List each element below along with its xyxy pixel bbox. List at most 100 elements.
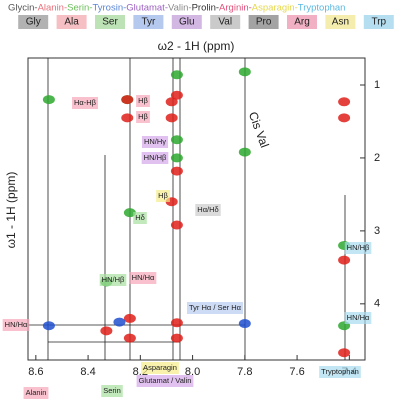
peak — [338, 113, 351, 123]
annotation-label: Glutamat / Valin — [139, 376, 192, 385]
peak — [238, 147, 251, 157]
annotation: Hα-Hβ — [72, 97, 98, 109]
annotation: HN/Hβ — [344, 242, 372, 254]
x-tick-label: 8.6 — [28, 366, 43, 378]
annotation-highlight — [99, 274, 127, 286]
annotation-highlight — [133, 212, 147, 224]
annotation-highlight — [129, 272, 157, 284]
plot-frame — [27, 57, 366, 361]
legend-name: Alanin- — [38, 3, 68, 14]
annotation: Cis Val — [246, 110, 272, 150]
legend-swatch — [325, 15, 356, 29]
legend-abbrev: Trp — [371, 17, 386, 28]
annotation: Serin — [101, 385, 123, 397]
x-axis-label: ω2 - 1H (ppm) — [158, 39, 235, 53]
y-tick-label: 1 — [374, 79, 380, 91]
legend-swatch — [18, 15, 49, 29]
annotation-highlight — [2, 319, 30, 331]
annotation: Tryptophan — [319, 366, 361, 378]
peak — [121, 95, 134, 105]
annotation: Asparagin — [141, 362, 179, 374]
peak — [238, 319, 251, 329]
y-tick-label: 4 — [374, 298, 380, 310]
annotation-label: HN/Hα — [132, 273, 155, 282]
annotation-label: Alanin — [26, 388, 47, 397]
annotation-label: HN/Hβ — [347, 243, 370, 252]
peak — [170, 153, 183, 163]
annotation: HN/Hα — [2, 319, 30, 331]
legend-name: Prolin- — [192, 3, 219, 14]
legend-name: Arginin- — [219, 3, 252, 14]
annotation-label: HN/Hα — [347, 313, 370, 322]
annotation-highlight — [141, 152, 169, 164]
annotation-label: Hβ — [158, 191, 168, 200]
x-tick-label: 8.0 — [185, 366, 200, 378]
annotation-highlight — [344, 242, 372, 254]
y-tick-label: 2 — [374, 152, 380, 164]
annotation: HN/Hγ — [141, 136, 169, 148]
legend-abbrev: Ala — [64, 17, 79, 28]
peak — [170, 220, 183, 230]
annotation-highlight — [319, 366, 361, 378]
peak — [42, 321, 55, 331]
annotation-label: HN/Hβ — [102, 275, 125, 284]
annotation-highlight — [136, 375, 194, 387]
peak — [170, 70, 183, 80]
peak — [123, 333, 136, 343]
annotation-label: Hα-Hβ — [74, 98, 97, 107]
annotation-highlight — [186, 302, 244, 314]
annotation-highlight — [136, 111, 150, 123]
annotation-highlight — [141, 136, 169, 148]
annotation: HN/Hα — [344, 312, 372, 324]
legend-name: Glycin- — [8, 3, 38, 14]
peak — [338, 348, 351, 358]
peak — [338, 255, 351, 265]
annotation: Tyr Hα / Ser Hα — [186, 302, 244, 314]
peak — [123, 208, 136, 218]
legend-name: Glutamat- — [126, 3, 168, 14]
annotation-label: Hδ — [135, 213, 145, 222]
annotation: HN/Hα — [129, 272, 157, 284]
legend-abbrev: Asn — [332, 17, 349, 28]
y-axis-label: ω1 - 1H (ppm) — [4, 172, 18, 249]
annotation-label: Cis Val — [246, 110, 272, 150]
annotation: Hδ — [133, 212, 147, 224]
spin-lines — [28, 58, 346, 360]
legend-swatch — [248, 15, 279, 29]
annotation: Alanin — [23, 387, 49, 399]
x-tick-label: 7.6 — [289, 366, 304, 378]
legend-swatch — [363, 15, 394, 29]
annotation-label: HN/Hα — [5, 320, 28, 329]
peak — [170, 166, 183, 176]
annotation: Glutamat / Valin — [136, 375, 194, 387]
legend-name: Valin- — [168, 3, 192, 14]
legend-name: Serin- — [67, 3, 92, 14]
annotation-label: Tyr Hα / Ser Hα — [189, 303, 242, 312]
peak — [100, 326, 113, 336]
annotation-label: Hβ — [138, 112, 148, 121]
legend-name: Asparagin- — [252, 3, 298, 14]
annotation-label: Serin — [103, 386, 121, 395]
annotation: Hβ — [156, 190, 170, 202]
annotation: HN/Hβ — [99, 274, 127, 286]
peak — [123, 313, 136, 323]
peak — [121, 113, 134, 123]
annotation-label: HN/Hγ — [144, 137, 166, 146]
y-tick-label: 3 — [374, 225, 380, 237]
peak — [170, 90, 183, 100]
annotation-highlight — [344, 312, 372, 324]
peak — [170, 318, 183, 328]
peak — [165, 113, 178, 123]
annotation: Hβ — [136, 95, 150, 107]
peak — [113, 317, 126, 327]
annotation-label: Hα/Hδ — [197, 205, 218, 214]
peak — [165, 97, 178, 107]
legend-name: Tyrosin- — [92, 3, 126, 14]
legend-swatch — [133, 15, 164, 29]
legend-swatch — [287, 15, 317, 29]
legend-abbrev: Tyr — [141, 17, 156, 28]
annotation-highlight — [141, 362, 179, 374]
annotation: Hβ — [136, 111, 150, 123]
peak — [338, 97, 351, 107]
